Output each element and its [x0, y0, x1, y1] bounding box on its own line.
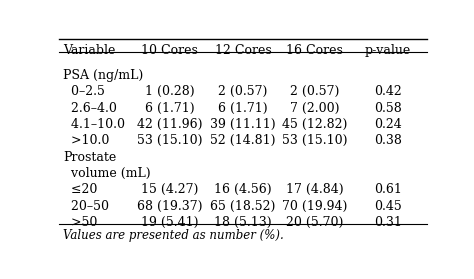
Text: 53 (15.10): 53 (15.10) — [137, 134, 202, 147]
Text: 0.31: 0.31 — [374, 216, 402, 229]
Text: 0.42: 0.42 — [374, 85, 402, 98]
Text: 19 (5.41): 19 (5.41) — [141, 216, 198, 229]
Text: 0–2.5: 0–2.5 — [63, 85, 105, 98]
Text: 7 (2.00): 7 (2.00) — [290, 102, 339, 115]
Text: 20–50: 20–50 — [63, 199, 109, 213]
Text: 65 (18.52): 65 (18.52) — [210, 199, 275, 213]
Text: 45 (12.82): 45 (12.82) — [282, 118, 347, 131]
Text: 39 (11.11): 39 (11.11) — [210, 118, 276, 131]
Text: 52 (14.81): 52 (14.81) — [210, 134, 276, 147]
Text: 2 (0.57): 2 (0.57) — [290, 85, 339, 98]
Text: PSA (ng/mL): PSA (ng/mL) — [63, 69, 143, 82]
Text: 15 (4.27): 15 (4.27) — [141, 183, 198, 196]
Text: 6 (1.71): 6 (1.71) — [145, 102, 194, 115]
Text: 0.61: 0.61 — [374, 183, 402, 196]
Text: 53 (15.10): 53 (15.10) — [282, 134, 347, 147]
Text: 0.24: 0.24 — [374, 118, 402, 131]
Text: volume (mL): volume (mL) — [63, 167, 151, 180]
Text: 12 Cores: 12 Cores — [215, 44, 271, 57]
Text: 4.1–10.0: 4.1–10.0 — [63, 118, 125, 131]
Text: 16 Cores: 16 Cores — [286, 44, 343, 57]
Text: p-value: p-value — [365, 44, 411, 57]
Text: >50: >50 — [63, 216, 97, 229]
Text: 42 (11.96): 42 (11.96) — [137, 118, 202, 131]
Text: 20 (5.70): 20 (5.70) — [286, 216, 343, 229]
Text: 0.58: 0.58 — [374, 102, 402, 115]
Text: >10.0: >10.0 — [63, 134, 109, 147]
Text: ≤20: ≤20 — [63, 183, 97, 196]
Text: 0.45: 0.45 — [374, 199, 402, 213]
Text: 10 Cores: 10 Cores — [141, 44, 198, 57]
Text: 70 (19.94): 70 (19.94) — [282, 199, 347, 213]
Text: 16 (4.56): 16 (4.56) — [214, 183, 272, 196]
Text: 2 (0.57): 2 (0.57) — [218, 85, 268, 98]
Text: Values are presented as number (%).: Values are presented as number (%). — [63, 229, 283, 242]
Text: 68 (19.37): 68 (19.37) — [137, 199, 202, 213]
Text: 6 (1.71): 6 (1.71) — [218, 102, 268, 115]
Text: 17 (4.84): 17 (4.84) — [286, 183, 343, 196]
Text: Prostate: Prostate — [63, 151, 116, 163]
Text: 1 (0.28): 1 (0.28) — [145, 85, 194, 98]
Text: 0.38: 0.38 — [374, 134, 402, 147]
Text: Variable: Variable — [63, 44, 115, 57]
Text: 18 (5.13): 18 (5.13) — [214, 216, 272, 229]
Text: 2.6–4.0: 2.6–4.0 — [63, 102, 117, 115]
